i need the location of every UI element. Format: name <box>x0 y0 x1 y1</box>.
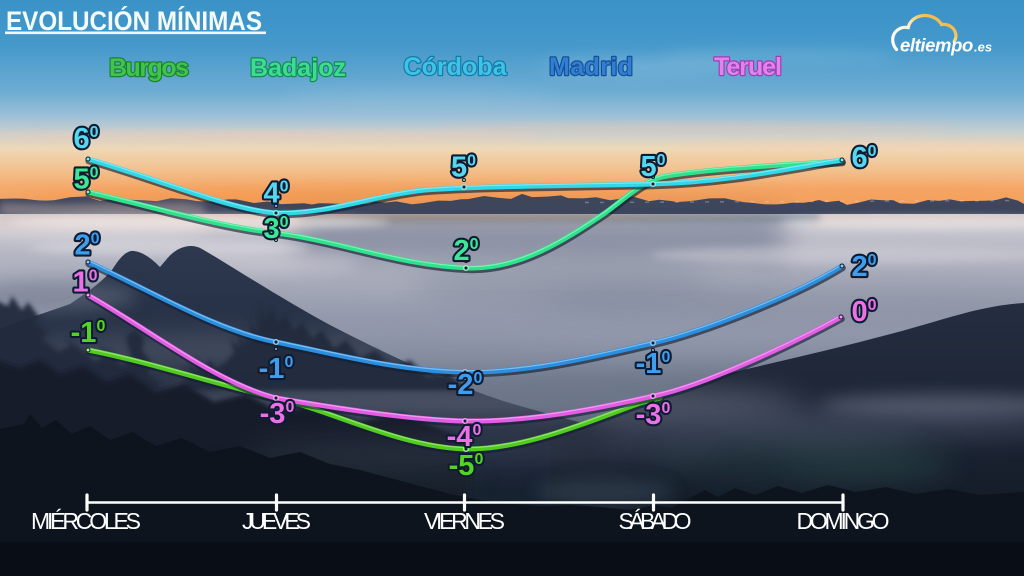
svg-text:Burgos: Burgos <box>109 54 189 82</box>
svg-text:Madrid: Madrid <box>549 53 633 81</box>
svg-text:50: 50 <box>640 151 665 183</box>
svg-text:60: 60 <box>73 123 98 155</box>
svg-text:DOMINGO: DOMINGO <box>797 508 890 534</box>
svg-text:20: 20 <box>74 230 99 262</box>
svg-text:eltiempo: eltiempo <box>900 35 973 56</box>
svg-text:40: 40 <box>263 178 288 210</box>
svg-text:Teruel: Teruel <box>714 53 782 81</box>
svg-text:SÁBADO: SÁBADO <box>619 508 692 534</box>
svg-text:-20: -20 <box>448 369 483 401</box>
svg-text:Córdoba: Córdoba <box>404 53 508 81</box>
svg-text:10: 10 <box>72 267 97 299</box>
svg-text:MIÉRCOLES: MIÉRCOLES <box>31 508 141 534</box>
svg-text:30: 30 <box>263 213 288 245</box>
svg-text:EVOLUCIÓN MÍNIMAS: EVOLUCIÓN MÍNIMAS <box>6 6 262 36</box>
svg-text:JUEVES: JUEVES <box>242 508 311 534</box>
svg-text:VIERNES: VIERNES <box>424 508 505 534</box>
svg-text:Badajoz: Badajoz <box>250 54 346 82</box>
svg-text:.es: .es <box>974 40 992 55</box>
svg-text:20: 20 <box>453 235 478 267</box>
